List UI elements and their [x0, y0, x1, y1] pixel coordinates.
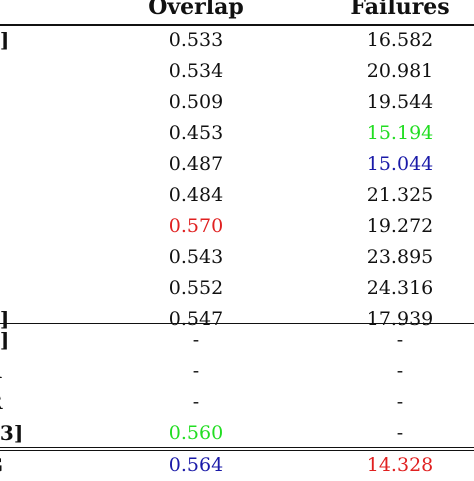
table-row: 3] 0.547 17.939 [0, 304, 474, 335]
failures-cell: 17.939 [366, 308, 434, 330]
method-cell: G [0, 450, 3, 481]
overlap-cell: 0.453 [168, 122, 224, 144]
table-row: 0.570 19.272 [0, 211, 474, 242]
failures-cell: 16.582 [366, 29, 434, 51]
failures-cell: 24.316 [366, 277, 434, 299]
table-row: R-- [0, 387, 474, 418]
method-cell: 3] [0, 28, 10, 52]
header-rule [0, 24, 474, 26]
failures-cell: 20.981 [366, 60, 434, 82]
overlap-cell: - [192, 391, 200, 413]
failures-cell: 19.544 [366, 91, 434, 113]
method-cell: 1] [0, 328, 10, 352]
failures-cell: - [396, 391, 404, 413]
overlap-cell: 0.534 [168, 60, 224, 82]
overlap-cell: 0.560 [168, 422, 224, 444]
table-row: 3] 0.533 16.582 [0, 25, 474, 56]
overlap-cell: 0.552 [168, 277, 224, 299]
overlap-cell: - [192, 360, 200, 382]
method-cell: 3] [0, 307, 10, 331]
failures-cell: 15.194 [366, 122, 434, 144]
table-row: 23] 0.560 - [0, 418, 474, 449]
table-row: 0.534 20.981 [0, 56, 474, 87]
table-row: 0.509 19.544 [0, 87, 474, 118]
overlap-cell: 0.564 [168, 454, 224, 476]
overlap-cell: 0.547 [168, 308, 224, 330]
table-row: G 0.564 14.328 [0, 450, 474, 481]
table-row: 0.487 15.044 [0, 149, 474, 180]
final-double-rule-bottom [0, 450, 474, 451]
failures-cell: 19.272 [366, 215, 434, 237]
method-cell: A [0, 356, 2, 387]
header-failures: Failures [350, 0, 450, 20]
failures-cell: - [396, 360, 404, 382]
table-row: A-- [0, 356, 474, 387]
overlap-cell: 0.533 [168, 29, 224, 51]
overlap-cell: - [192, 329, 200, 351]
failures-cell: 23.895 [366, 246, 434, 268]
method-cell: R [0, 387, 3, 418]
overlap-cell: 0.543 [168, 246, 224, 268]
failures-cell: 21.325 [366, 184, 434, 206]
failures-cell: - [396, 422, 404, 444]
overlap-cell: 0.484 [168, 184, 224, 206]
failures-cell: 14.328 [366, 454, 434, 476]
overlap-cell: 0.487 [168, 153, 224, 175]
header-overlap: Overlap [148, 0, 244, 20]
table-row: 1] - - [0, 325, 474, 356]
overlap-cell: 0.570 [168, 215, 224, 237]
group-rule [0, 323, 474, 324]
failures-cell: 15.044 [366, 153, 434, 175]
method-cell: 23] [0, 421, 24, 445]
overlap-cell: 0.509 [168, 91, 224, 113]
failures-cell: - [396, 329, 404, 351]
table-header: Overlap Failures [0, 0, 474, 26]
final-double-rule-top [0, 447, 474, 448]
table-row: 0.453 15.194 [0, 118, 474, 149]
table-row: 0.484 21.325 [0, 180, 474, 211]
